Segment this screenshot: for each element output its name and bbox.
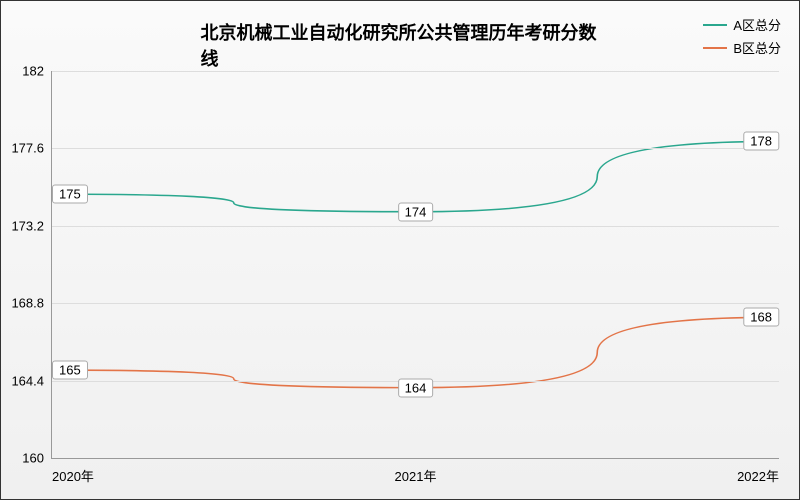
data-label: 168 xyxy=(743,308,779,327)
x-tick-label: 2022年 xyxy=(737,458,779,485)
data-label: 178 xyxy=(743,132,779,151)
chart-container: 北京机械工业自动化研究所公共管理历年考研分数线 A区总分 B区总分 160164… xyxy=(0,0,800,500)
legend-item-a: A区总分 xyxy=(703,15,781,34)
legend: A区总分 B区总分 xyxy=(703,15,781,61)
y-tick-label: 164.4 xyxy=(11,373,52,388)
legend-swatch-a xyxy=(703,24,727,26)
data-label: 165 xyxy=(52,361,88,380)
legend-label-b: B区总分 xyxy=(733,38,781,57)
legend-item-b: B区总分 xyxy=(703,38,781,57)
gridline xyxy=(52,71,779,72)
y-tick-label: 168.8 xyxy=(11,296,52,311)
series-line xyxy=(52,141,779,211)
gridline xyxy=(52,303,779,304)
x-tick-label: 2020年 xyxy=(52,458,94,485)
y-tick-label: 160 xyxy=(22,451,52,466)
data-label: 175 xyxy=(52,185,88,204)
plot-area: 160164.4168.8173.2177.61822020年2021年2022… xyxy=(51,71,779,459)
gridline xyxy=(52,226,779,227)
data-label: 174 xyxy=(398,202,434,221)
legend-swatch-b xyxy=(703,47,727,49)
x-tick-label: 2021年 xyxy=(395,458,437,485)
legend-label-a: A区总分 xyxy=(733,15,781,34)
gridline xyxy=(52,148,779,149)
y-tick-label: 173.2 xyxy=(11,218,52,233)
data-label: 164 xyxy=(398,378,434,397)
line-svg xyxy=(52,71,779,458)
y-tick-label: 177.6 xyxy=(11,141,52,156)
chart-title: 北京机械工业自动化研究所公共管理历年考研分数线 xyxy=(201,19,600,71)
y-tick-label: 182 xyxy=(22,64,52,79)
series-line xyxy=(52,317,779,387)
